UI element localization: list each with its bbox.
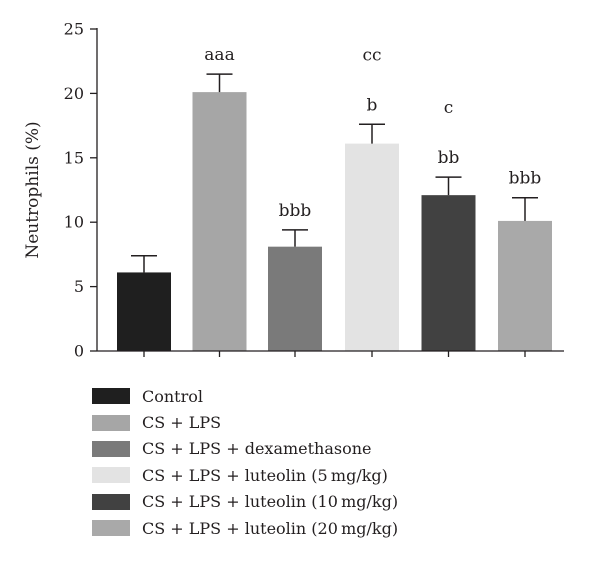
significance-label: bbb	[279, 201, 312, 221]
significance-label: aaa	[204, 45, 234, 65]
legend-swatch	[92, 414, 130, 431]
y-axis-label: Neutrophils (%)	[23, 121, 43, 258]
bars-group	[97, 73, 564, 357]
y-tick-label: 20	[64, 84, 84, 103]
legend-label: CS + LPS + dexamethasone	[142, 439, 372, 459]
legend-swatch	[92, 440, 130, 457]
y-tick-label: 10	[64, 213, 84, 232]
bar	[268, 246, 322, 351]
y-tick-label: 5	[74, 277, 84, 296]
legend-item: Control	[92, 383, 398, 409]
legend-label: Control	[142, 386, 204, 406]
significance-label: b	[367, 95, 378, 115]
significance-label: c	[444, 98, 454, 118]
legend-swatch	[92, 493, 130, 510]
y-tick-label: 0	[74, 342, 84, 361]
legend-item: CS + LPS + luteolin (5 mg/kg)	[92, 462, 398, 488]
legend-label: CS + LPS	[142, 413, 222, 433]
legend-swatch	[92, 467, 130, 484]
y-tick-label: 15	[64, 148, 84, 167]
legend-item: CS + LPS	[92, 409, 398, 435]
bar	[117, 272, 171, 351]
legend-swatch	[92, 520, 130, 537]
bar	[498, 220, 552, 351]
bar	[192, 92, 247, 351]
legend-item: CS + LPS + luteolin (20 mg/kg)	[92, 515, 398, 541]
legend-item: CS + LPS + dexamethasone	[92, 436, 398, 462]
legend-swatch	[92, 388, 130, 405]
legend: Control CS + LPS CS + LPS + dexamethasone C…	[92, 383, 398, 541]
y-tick-label: 25	[64, 20, 84, 39]
bar	[421, 195, 476, 351]
significance-label: cc	[362, 45, 381, 65]
significance-label: bb	[438, 148, 460, 168]
bar	[345, 143, 399, 351]
legend-label: CS + LPS + luteolin (20 mg/kg)	[142, 518, 399, 538]
legend-label: CS + LPS + luteolin (5 mg/kg)	[142, 465, 388, 485]
significance-label: bbb	[509, 169, 542, 189]
legend-item: CS + LPS + luteolin (10 mg/kg)	[92, 489, 398, 515]
legend-label: CS + LPS + luteolin (10 mg/kg)	[142, 492, 399, 512]
y-axis-ticks: 0 5 10 15 20 25	[64, 20, 97, 361]
